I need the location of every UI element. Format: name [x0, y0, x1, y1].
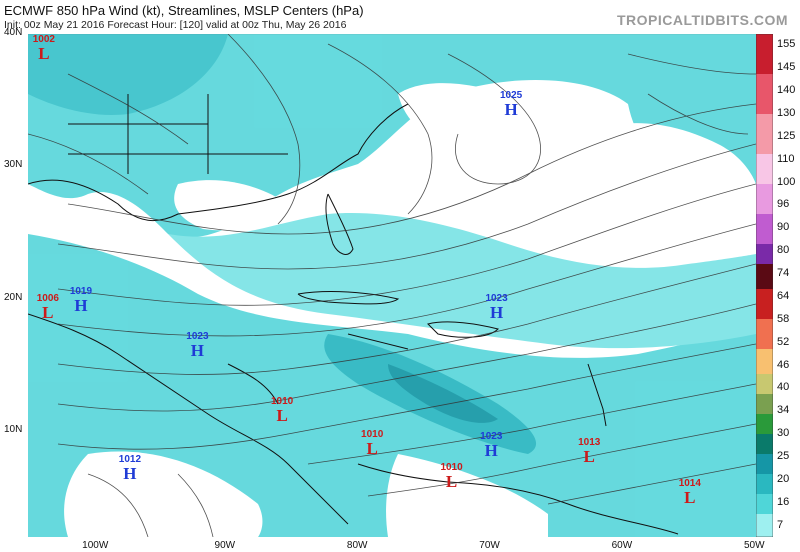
colorbar-label: 130 [777, 107, 796, 120]
colorbar-label: 64 [777, 289, 790, 302]
brand-logo-text[interactable]: TROPICALTIDBITS.COM [616, 12, 788, 28]
pressure-symbol: L [366, 439, 378, 459]
streamlines [28, 34, 756, 537]
high-pressure-center: 1012 H [118, 454, 142, 484]
lon-label-90w: 90W [214, 540, 236, 551]
lat-label-30n: 30N [4, 159, 23, 171]
pressure-symbol: H [489, 303, 504, 322]
pressure-symbol: H [123, 464, 137, 484]
low-pressure-center: 1002 L [32, 34, 55, 63]
lat-label-20n: 20N [4, 291, 23, 303]
colorbar-label: 58 [777, 312, 790, 325]
colorbar-label: 145 [777, 61, 796, 74]
lat-label-40n: 40N [4, 27, 23, 38]
colorbar-label: 34 [777, 404, 790, 417]
pressure-value: 1025 [500, 90, 523, 102]
low-pressure-center: 1010 L [440, 462, 463, 492]
pressure-value: 1013 [578, 437, 601, 449]
colorbar-label: 25 [777, 449, 790, 462]
high-pressure-center: 1023 H [485, 293, 508, 322]
pressure-symbol: L [38, 43, 50, 63]
colorbar-label: 16 [777, 495, 790, 508]
colorbar-label: 80 [777, 244, 790, 257]
pressure-symbol: H [74, 296, 88, 316]
colorbar-label: 46 [777, 358, 790, 371]
pressure-value: 1006 [36, 293, 59, 304]
high-pressure-center: 1019 H [69, 286, 93, 316]
pressure-value: 1023 [480, 430, 503, 442]
lon-label-100w: 100W [82, 540, 109, 551]
colorbar-label: 74 [777, 267, 790, 280]
pressure-value: 1019 [69, 286, 93, 298]
pressure-value: 1012 [118, 454, 142, 466]
colorbar [756, 34, 773, 537]
lon-label-70w: 70W [479, 540, 500, 551]
colorbar-label: 40 [777, 381, 790, 394]
pressure-symbol: L [42, 303, 54, 322]
colorbar-label: 20 [777, 472, 790, 485]
pressure-centers: 1002 L 1025 H 1006 L 1019 H 1023 H 1023 H 1010 L 1010 L… [28, 34, 756, 537]
high-pressure-center: 1023 H [186, 331, 209, 361]
map-subtitle: Init: 00z May 21 2016 Forecast Hour: [12… [4, 19, 347, 31]
colorbar-label: 96 [777, 198, 790, 211]
colorbar-label: 100 [777, 175, 796, 188]
low-pressure-center: 1013 L [578, 437, 601, 467]
lat-label-10n: 10N [4, 424, 23, 436]
header: ECMWF 850 hPa Wind (kt), Streamlines, MS… [0, 0, 800, 33]
colorbar-label: 30 [777, 427, 790, 440]
low-pressure-center: 1014 L [678, 478, 701, 508]
wind-shading [28, 34, 756, 537]
colorbar-label: 125 [777, 129, 796, 142]
pressure-symbol: L [445, 472, 458, 492]
pressure-symbol: L [684, 488, 696, 508]
map-panel: 1002 L 1025 H 1006 L 1019 H 1023 H 1023 H 1010 L 1010 L… [28, 34, 756, 537]
lon-label-60w: 60W [611, 540, 633, 551]
pressure-symbol: L [276, 406, 288, 426]
pressure-value: 1010 [440, 462, 463, 474]
pressure-symbol: H [190, 341, 205, 361]
pressure-value: 1010 [361, 429, 384, 441]
colorbar-label: 155 [777, 38, 796, 51]
high-pressure-center: 1023 H [480, 430, 503, 460]
colorbar-label: 110 [777, 152, 795, 165]
colorbar-label: 52 [777, 335, 790, 348]
high-pressure-center: 1025 H [500, 90, 523, 120]
colorbar-label: 90 [777, 221, 790, 234]
low-pressure-center: 1006 L [36, 293, 59, 322]
pressure-value: 1002 [32, 34, 55, 45]
pressure-value: 1023 [186, 331, 209, 343]
pressure-value: 1010 [271, 396, 294, 408]
pressure-value: 1014 [678, 478, 701, 490]
low-pressure-center: 1010 L [361, 429, 384, 459]
pressure-symbol: H [504, 100, 518, 120]
colorbar-label: 140 [777, 84, 796, 97]
colorbar-label: 7 [777, 518, 784, 531]
pressure-value: 1023 [485, 293, 508, 304]
pressure-symbol: H [484, 440, 498, 460]
lon-label-80w: 80W [346, 540, 368, 551]
lon-label-50w: 50W [744, 540, 765, 551]
map-title: ECMWF 850 hPa Wind (kt), Streamlines, MS… [4, 3, 364, 18]
wind-map [28, 34, 756, 537]
pressure-symbol: L [583, 447, 595, 467]
coastlines [28, 94, 679, 535]
low-pressure-center: 1010 L [271, 396, 294, 426]
